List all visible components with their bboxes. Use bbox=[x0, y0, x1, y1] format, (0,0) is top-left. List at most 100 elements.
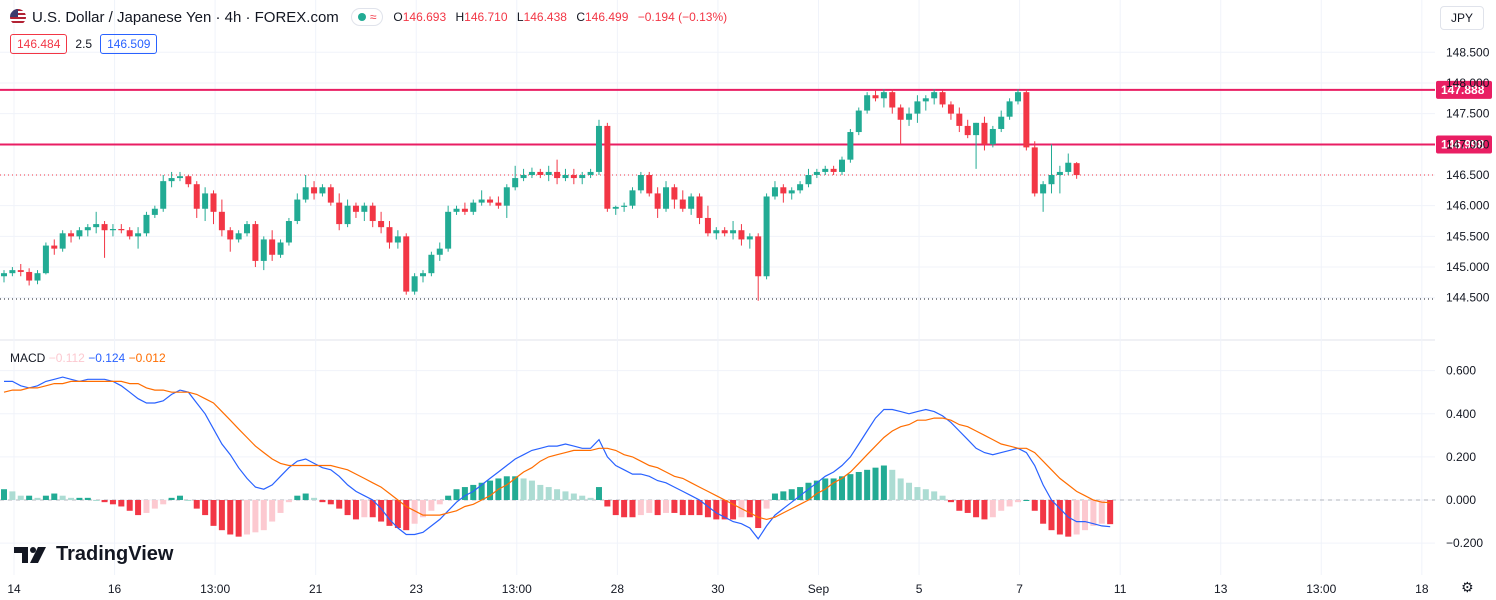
macd-histogram-bar bbox=[763, 500, 770, 509]
candle-body bbox=[855, 110, 862, 133]
candle-body bbox=[981, 122, 988, 145]
candle-body bbox=[554, 171, 561, 179]
symbol-title[interactable]: U.S. Dollar / Japanese Yen · 4h · FOREX.… bbox=[32, 8, 339, 26]
time-tick-label: 23 bbox=[410, 582, 424, 596]
macd-histogram-bar bbox=[1107, 500, 1114, 525]
macd-histogram-bar bbox=[285, 500, 292, 503]
candle-body bbox=[1023, 92, 1030, 148]
candle-body bbox=[570, 175, 577, 179]
macd-histogram-bar bbox=[1065, 500, 1072, 537]
candle-body bbox=[780, 187, 787, 194]
candle-body bbox=[1006, 101, 1013, 117]
macd-histogram-bar bbox=[1073, 500, 1080, 535]
candle-body bbox=[637, 175, 644, 191]
macd-histogram-bar bbox=[386, 500, 393, 526]
macd-histogram-bar bbox=[654, 500, 661, 516]
macd-histogram-bar bbox=[235, 500, 242, 537]
ohlc-values: O146.693 H146.710 L146.438 C146.499 −0.1… bbox=[393, 10, 733, 24]
candle-body bbox=[26, 271, 33, 281]
time-tick-label: 13:00 bbox=[200, 582, 230, 596]
candle-body bbox=[495, 202, 502, 206]
macd-histogram-bar bbox=[344, 500, 351, 516]
candle-body bbox=[302, 187, 309, 200]
market-open-dot-icon bbox=[357, 13, 366, 21]
macd-histogram-bar bbox=[34, 497, 41, 500]
candle-body bbox=[202, 193, 209, 209]
candle-body bbox=[1031, 147, 1038, 194]
price-tick-label: 146.500 bbox=[1446, 168, 1490, 182]
macd-histogram-bar bbox=[135, 500, 142, 516]
candle-body bbox=[939, 92, 946, 105]
time-tick-label: 7 bbox=[1016, 582, 1023, 596]
macd-legend-title[interactable]: MACD bbox=[10, 351, 46, 365]
candle-body bbox=[445, 211, 452, 249]
time-tick-label: 5 bbox=[916, 582, 923, 596]
candle-body bbox=[235, 233, 242, 240]
candle-body bbox=[17, 270, 24, 272]
candle-body bbox=[947, 104, 954, 114]
macd-histogram-bar bbox=[612, 500, 619, 516]
macd-histogram-bar bbox=[730, 500, 737, 520]
macd-tick-label: 0.600 bbox=[1446, 364, 1476, 378]
candle-body bbox=[93, 224, 100, 228]
macd-histogram-bar bbox=[1056, 500, 1063, 535]
price-tick-label: 144.500 bbox=[1446, 291, 1490, 305]
macd-tick-label: 0.200 bbox=[1446, 450, 1476, 464]
macd-histogram-bar bbox=[487, 480, 494, 500]
macd-line bbox=[4, 376, 1111, 540]
candle-body bbox=[277, 242, 284, 255]
macd-histogram-bar bbox=[428, 500, 435, 511]
candle-body bbox=[755, 236, 762, 277]
macd-histogram-bar bbox=[1006, 500, 1013, 507]
macd-histogram-bar bbox=[436, 500, 443, 505]
price-tick-label: 145.500 bbox=[1446, 229, 1490, 243]
settings-gear-icon[interactable]: ⚙ bbox=[1461, 579, 1474, 595]
candle-body bbox=[59, 233, 66, 249]
candle-body bbox=[84, 227, 91, 231]
currency-button[interactable]: JPY bbox=[1440, 6, 1484, 30]
tradingview-logo-text: TradingView bbox=[56, 543, 174, 565]
macd-histogram-bar bbox=[537, 484, 544, 500]
candle-body bbox=[528, 171, 535, 175]
macd-histogram-bar bbox=[84, 497, 91, 500]
candle-body bbox=[679, 199, 686, 209]
candle-body bbox=[872, 95, 879, 99]
macd-histogram-bar bbox=[461, 487, 468, 500]
macd-histogram-bar bbox=[1031, 500, 1038, 511]
candle-body bbox=[771, 187, 778, 197]
macd-signal-value: −0.012 bbox=[128, 351, 166, 365]
candle-body bbox=[646, 175, 653, 194]
price-line-badge bbox=[1436, 135, 1492, 154]
buy-price-button[interactable]: 146.509 bbox=[100, 34, 158, 54]
macd-histogram-bar bbox=[319, 500, 326, 503]
candle-body bbox=[654, 193, 661, 209]
macd-histogram-bar bbox=[755, 500, 762, 529]
candle-body bbox=[864, 95, 871, 111]
candle-body bbox=[101, 224, 108, 231]
candle-body bbox=[964, 125, 971, 136]
candle-body bbox=[503, 187, 510, 206]
candle-body bbox=[763, 196, 770, 277]
candle-body bbox=[34, 273, 41, 281]
macd-histogram-bar bbox=[595, 487, 602, 500]
candle-body bbox=[411, 276, 418, 292]
macd-histogram-bar bbox=[143, 500, 150, 513]
price-tick-label: 148.000 bbox=[1446, 76, 1490, 90]
sell-price-button[interactable]: 146.484 bbox=[10, 34, 68, 54]
us-flag-icon bbox=[10, 9, 26, 25]
candle-body bbox=[830, 168, 837, 172]
candle-body bbox=[319, 187, 326, 194]
candle-body bbox=[336, 202, 343, 225]
candle-body bbox=[403, 236, 410, 292]
candle-body bbox=[487, 199, 494, 203]
macd-histogram-bar bbox=[721, 500, 728, 520]
candle-body bbox=[562, 175, 569, 179]
tradingview-logo[interactable]: TradingView bbox=[14, 543, 173, 566]
candle-body bbox=[704, 217, 711, 234]
candle-body bbox=[906, 113, 913, 120]
candle-body bbox=[797, 184, 804, 191]
macd-histogram-bar bbox=[352, 500, 359, 520]
macd-histogram-bar bbox=[369, 500, 376, 518]
market-status-pill[interactable]: ≈ bbox=[350, 8, 384, 26]
